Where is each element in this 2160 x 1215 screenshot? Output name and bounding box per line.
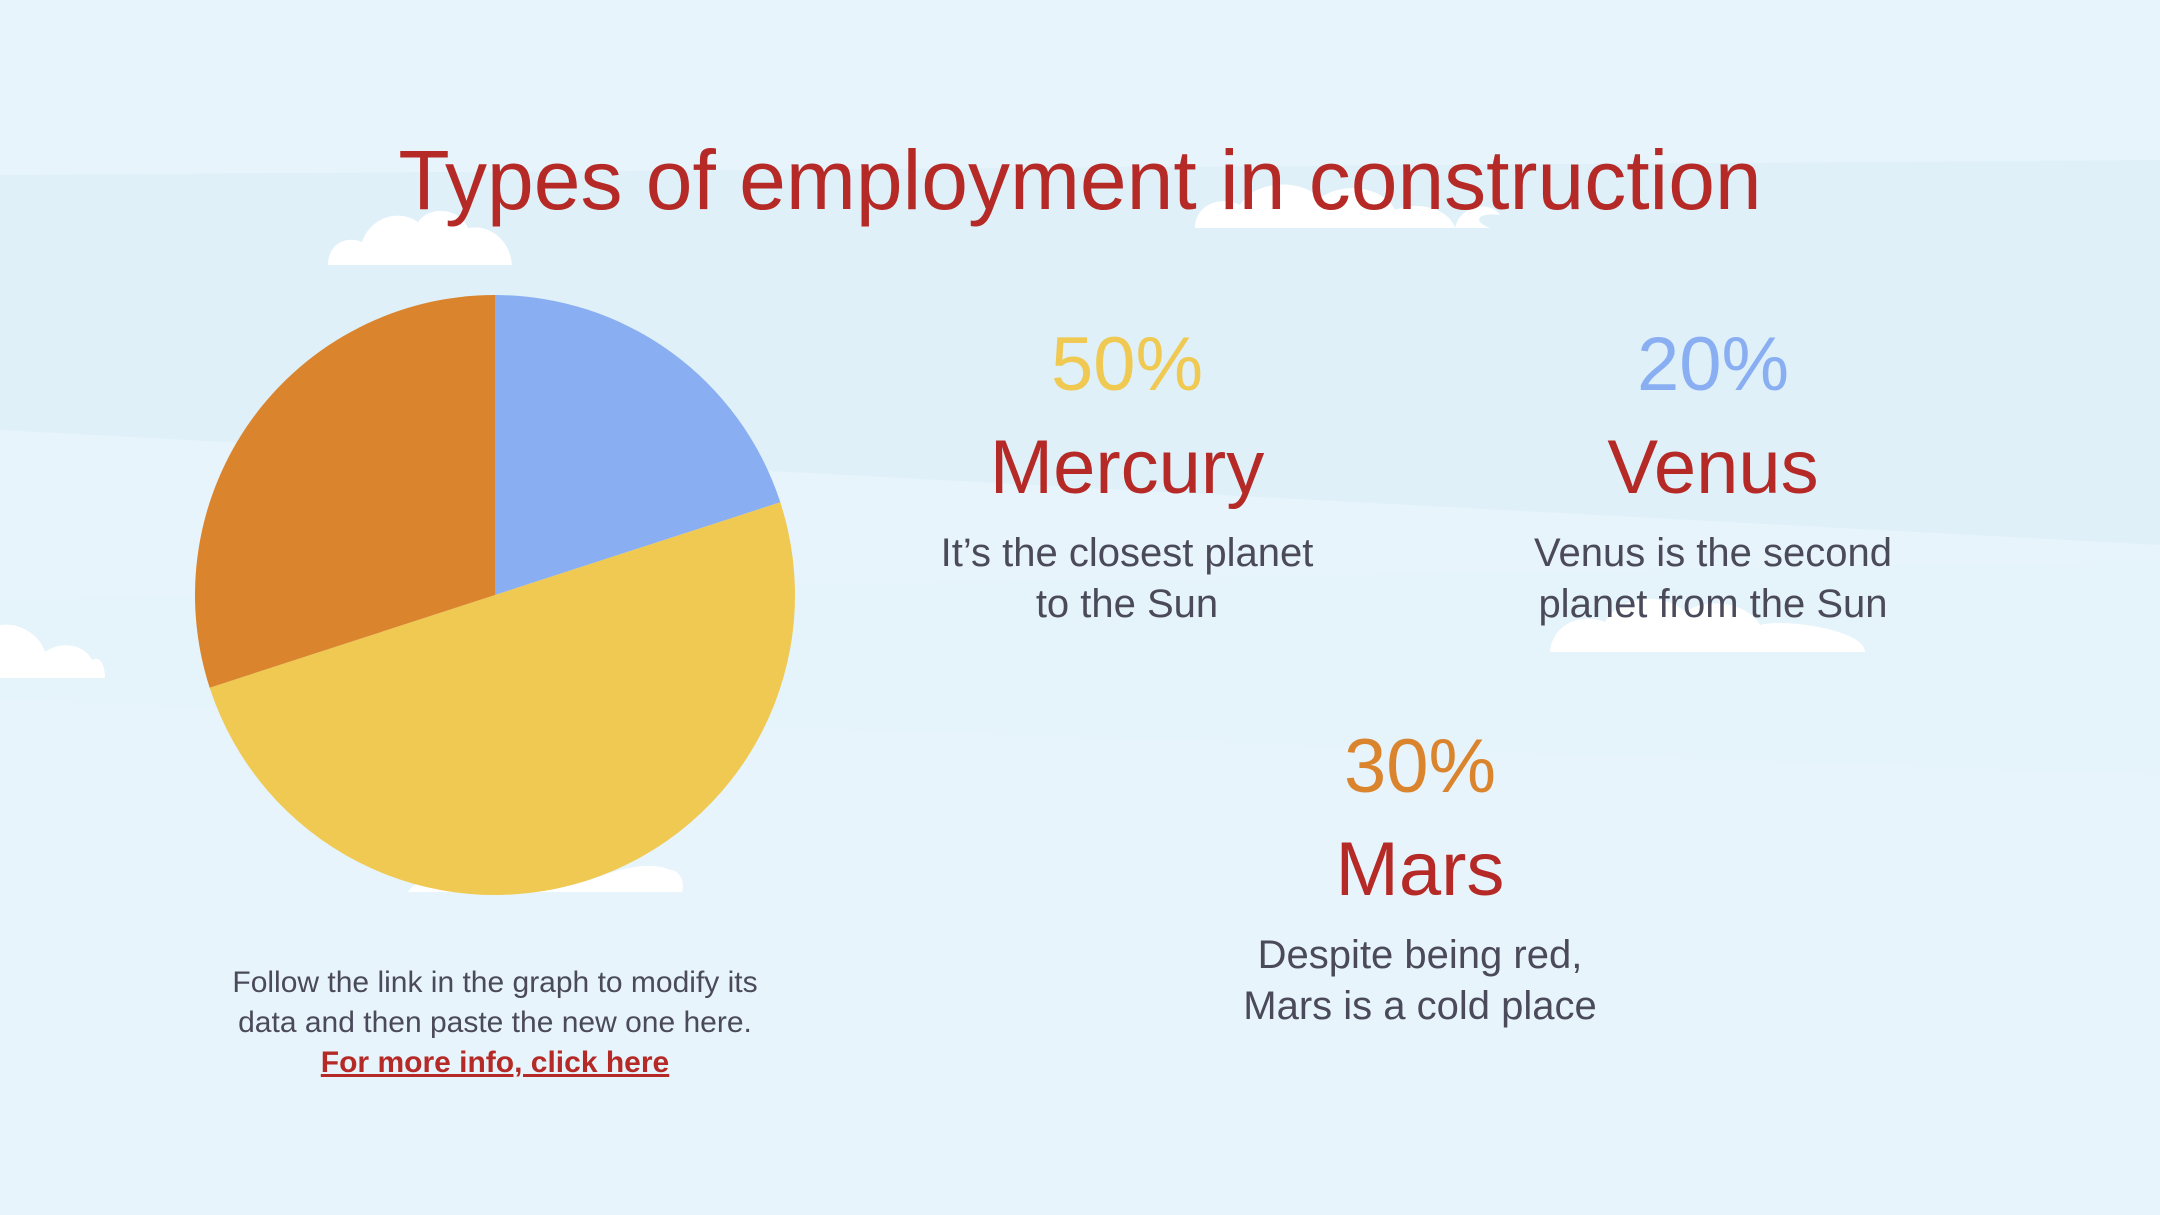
description-line-2: to the Sun <box>1035 582 1219 626</box>
description-line-2: planet from the Sun <box>1538 582 1888 626</box>
note-line-1: Follow the link in the graph to modify i… <box>232 966 758 999</box>
planet-name: Mercury <box>989 425 1265 510</box>
description-line-1: Despite being red, <box>1257 933 1583 977</box>
planet-description: Venus is the second planet from the Sun <box>1433 528 1993 630</box>
pie-slice-mercury[interactable] <box>209 502 795 896</box>
percent-value: 30% <box>1343 724 1497 809</box>
percent-value: 20% <box>1636 322 1790 407</box>
pie-slice-venus[interactable] <box>495 295 781 595</box>
planet-description: Despite being red, Mars is a cold place <box>1140 930 1700 1032</box>
description-line-1: It’s the closest planet <box>940 531 1314 575</box>
more-info-link[interactable]: For more info, click here <box>320 1046 670 1079</box>
stat-mercury: 50% Mercury It’s the closest planet to t… <box>847 320 1407 630</box>
slide-title: Types of employment in construction <box>398 133 1762 227</box>
pie-chart[interactable] <box>180 280 810 910</box>
pie-slice-mars[interactable] <box>194 295 495 688</box>
planet-name: Venus <box>1607 425 1819 510</box>
cloud <box>1195 184 1500 228</box>
stat-venus: 20% Venus Venus is the second planet fro… <box>1433 320 1993 630</box>
description-line-2: Mars is a cold place <box>1243 984 1597 1028</box>
cloud <box>328 210 512 265</box>
percent-value: 50% <box>1050 322 1204 407</box>
planet-name: Mars <box>1335 827 1505 912</box>
description-line-1: Venus is the second <box>1533 531 1893 575</box>
cloud <box>1550 599 1865 652</box>
cloud <box>0 624 105 678</box>
planet-description: It’s the closest planet to the Sun <box>847 528 1407 630</box>
note-line-2: data and then paste the new one here. <box>238 1006 752 1039</box>
chart-note: Follow the link in the graph to modify i… <box>150 963 840 1083</box>
stat-mars: 30% Mars Despite being red, Mars is a co… <box>1140 722 1700 1032</box>
